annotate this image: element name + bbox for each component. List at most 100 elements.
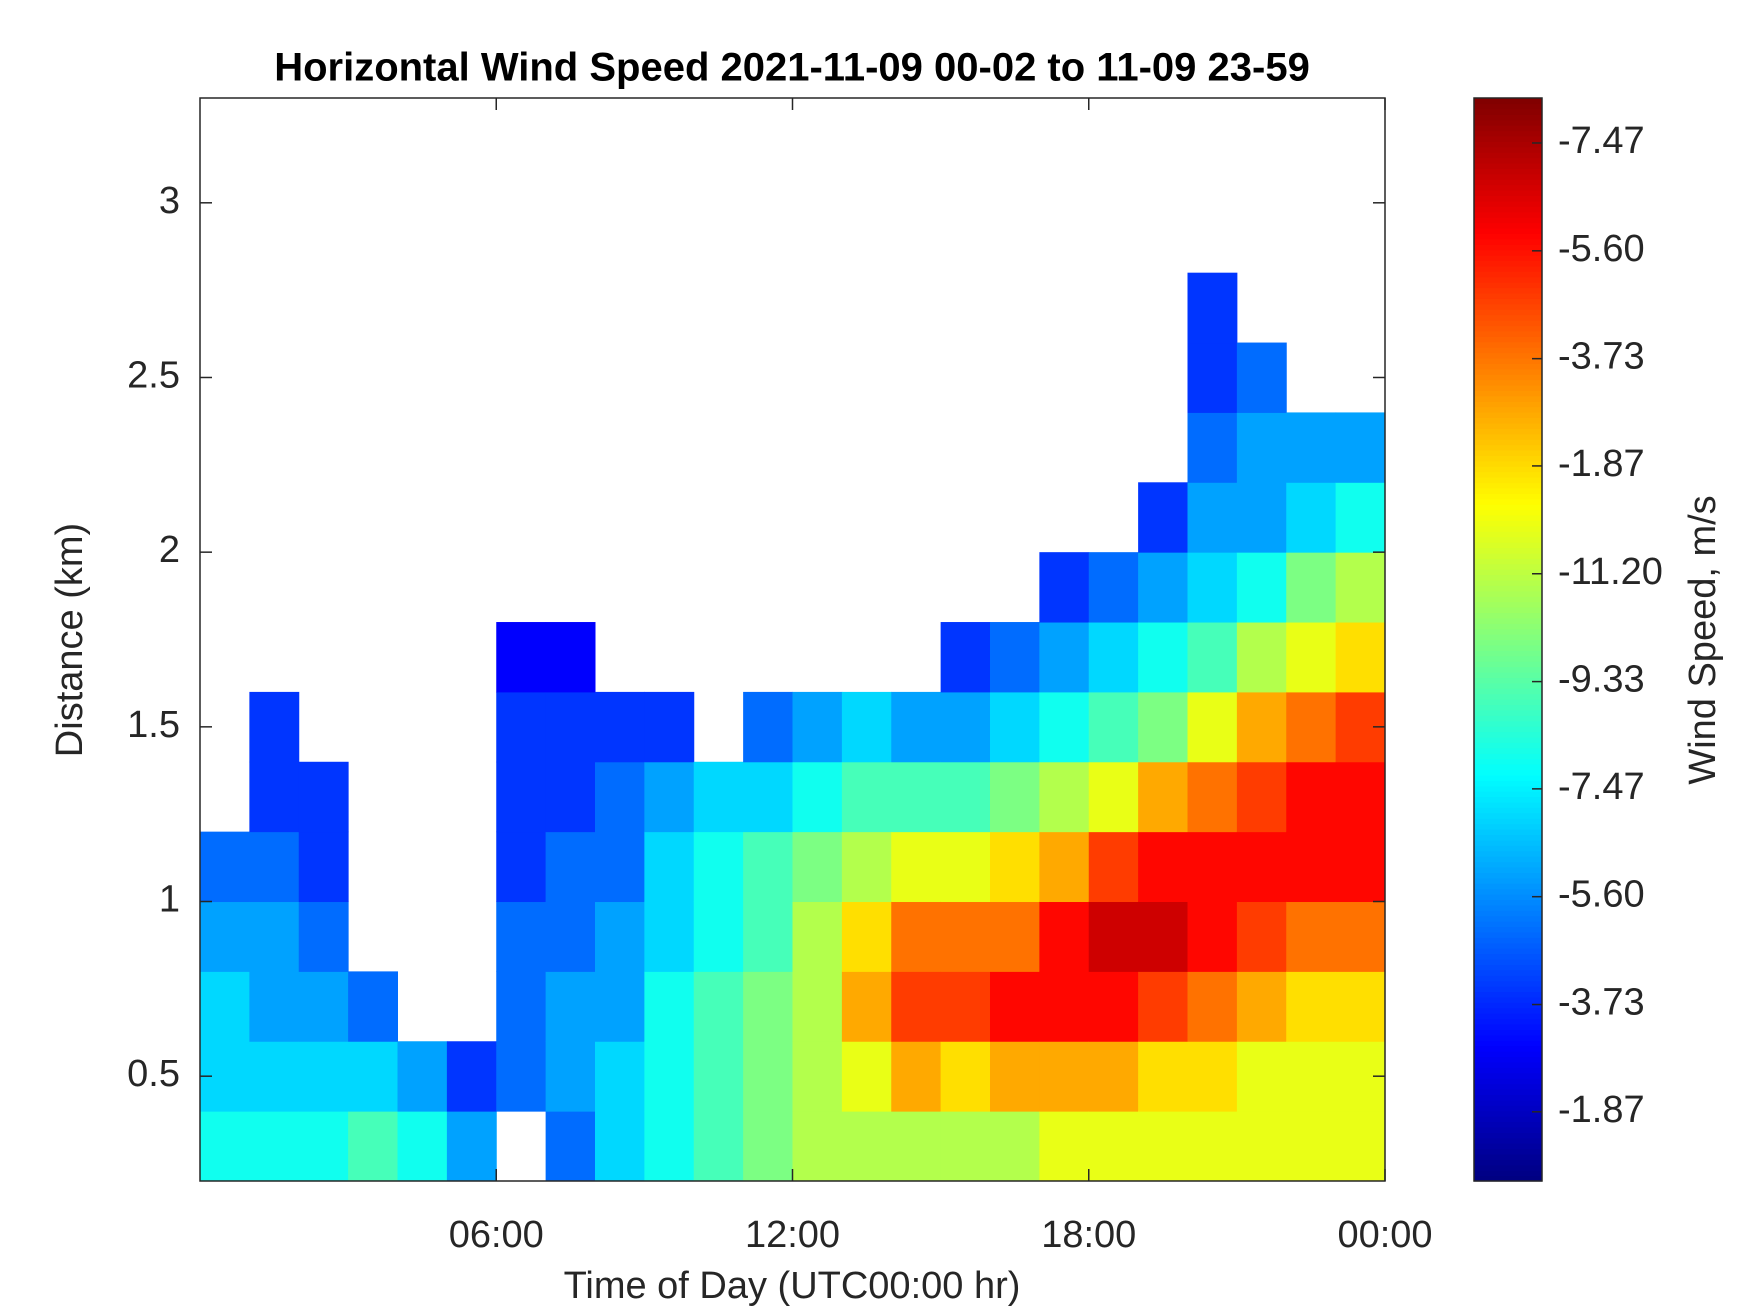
colorbar-strip — [1474, 791, 1542, 798]
colorbar-strip — [1474, 119, 1542, 126]
heatmap-cell — [743, 901, 793, 972]
colorbar-strip — [1474, 1072, 1542, 1079]
x-tick-label: 18:00 — [1041, 1214, 1136, 1256]
colorbar-strip — [1474, 514, 1542, 521]
heatmap-cell — [595, 1041, 645, 1112]
heatmap-cell — [298, 1041, 349, 1112]
colorbar-strip — [1474, 477, 1542, 484]
heatmap-cell — [1187, 622, 1238, 693]
colorbar-strip — [1474, 1105, 1542, 1112]
colorbar-strip — [1474, 915, 1542, 922]
heatmap-cell — [792, 901, 843, 972]
colorbar-strip — [1474, 904, 1542, 911]
colorbar-strip — [1474, 292, 1542, 299]
colorbar-strip — [1474, 1132, 1542, 1139]
colorbar-strip — [1474, 422, 1542, 429]
heatmap-cell — [446, 1041, 497, 1112]
colorbar-strip — [1474, 655, 1542, 662]
heatmap-cell — [841, 1041, 892, 1112]
colorbar-strip — [1474, 130, 1542, 137]
heatmap-cell — [644, 831, 695, 903]
colorbar-strip — [1474, 958, 1542, 965]
colorbar-strip — [1474, 401, 1542, 408]
heatmap-cell — [644, 1041, 695, 1112]
colorbar-strip — [1474, 590, 1542, 597]
heatmap-cell — [792, 691, 843, 763]
colorbar-strip — [1474, 634, 1542, 641]
heatmap-cell — [990, 901, 1040, 972]
heatmap-cell — [1236, 901, 1287, 972]
heatmap-cell — [348, 1041, 398, 1112]
colorbar-strip — [1474, 211, 1542, 218]
colorbar-strip — [1474, 607, 1542, 614]
colorbar-strip — [1474, 1148, 1542, 1155]
heatmap-cell — [1138, 901, 1188, 972]
colorbar-strip — [1474, 233, 1542, 240]
colorbar-tick-label: -7.47 — [1558, 120, 1645, 162]
colorbar-strip — [1474, 558, 1542, 565]
colorbar-strip — [1474, 1056, 1542, 1063]
colorbar-strip — [1474, 1159, 1542, 1166]
colorbar-strip — [1474, 190, 1542, 197]
heatmap-cell — [644, 691, 695, 763]
colorbar-strip — [1474, 785, 1542, 792]
heatmap-cell — [1187, 831, 1238, 903]
heatmap-cell — [1088, 1041, 1139, 1112]
colorbar-strip — [1474, 125, 1542, 132]
colorbar-strip — [1474, 623, 1542, 630]
colorbar-strip — [1474, 1034, 1542, 1041]
colorbar-strip — [1474, 276, 1542, 283]
colorbar-strip — [1474, 1007, 1542, 1014]
heatmap-cell — [990, 691, 1040, 763]
heatmap-cell — [1088, 1111, 1139, 1182]
heatmap-cell — [891, 1111, 942, 1182]
heatmap-cell — [1187, 761, 1238, 833]
heatmap-cell — [545, 971, 596, 1042]
heatmap-cell — [1236, 622, 1287, 693]
colorbar-strip — [1474, 682, 1542, 689]
heatmap-cell — [1236, 482, 1287, 553]
colorbar-strip — [1474, 834, 1542, 841]
heatmap-cell — [1286, 482, 1337, 553]
colorbar-strip — [1474, 460, 1542, 467]
heatmap-cell — [693, 1111, 744, 1182]
colorbar-strip — [1474, 536, 1542, 543]
colorbar-strip — [1474, 200, 1542, 207]
heatmap-cell — [792, 1111, 843, 1182]
colorbar-strip — [1474, 1121, 1542, 1128]
heatmap-cell — [693, 901, 744, 972]
heatmap-cell — [496, 1041, 547, 1112]
heatmap-cell — [595, 831, 645, 903]
heatmap-cell — [1236, 691, 1287, 763]
colorbar-strip — [1474, 1170, 1542, 1177]
heatmap-cell — [1286, 971, 1337, 1042]
colorbar-strip — [1474, 742, 1542, 749]
colorbar-strip — [1474, 552, 1542, 559]
heatmap-cell — [1335, 971, 1386, 1042]
colorbar-strip — [1474, 498, 1542, 505]
heatmap-cell — [792, 971, 843, 1042]
colorbar-strip — [1474, 222, 1542, 229]
colorbar-strip — [1474, 709, 1542, 716]
heatmap-cell — [940, 831, 991, 903]
heatmap-cell — [249, 971, 300, 1042]
colorbar-strip — [1474, 368, 1542, 375]
heatmap-cell — [595, 971, 645, 1042]
heatmap-cell — [940, 1111, 991, 1182]
heatmap-cell — [1286, 1041, 1337, 1112]
heatmap-cell — [496, 971, 547, 1042]
colorbar-strip — [1474, 888, 1542, 895]
colorbar-strip — [1474, 921, 1542, 928]
colorbar-strip — [1474, 585, 1542, 592]
heatmap-cell — [1335, 622, 1386, 693]
heatmap-cell — [1039, 971, 1090, 1042]
colorbar-strip — [1474, 563, 1542, 570]
colorbar-strip — [1474, 774, 1542, 781]
colorbar-strip — [1474, 384, 1542, 392]
heatmap-cell — [940, 1041, 991, 1112]
colorbar-strip — [1474, 439, 1542, 446]
colorbar-strip — [1474, 1067, 1542, 1074]
heatmap-cell — [1138, 1041, 1188, 1112]
colorbar-strip — [1474, 764, 1542, 771]
heatmap-cell — [1039, 691, 1090, 763]
